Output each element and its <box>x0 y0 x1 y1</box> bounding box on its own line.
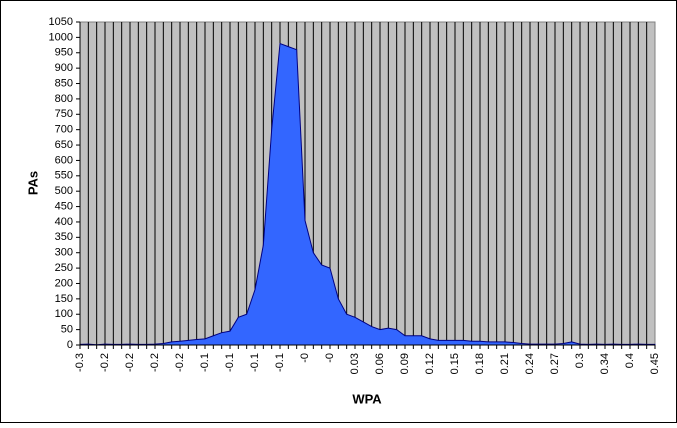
y-tick-label: 500 <box>55 185 73 197</box>
x-tick-label: 0.15 <box>449 353 461 374</box>
plot-area <box>79 21 656 346</box>
x-tick-label: 0.09 <box>399 353 411 374</box>
y-tick-label: 600 <box>55 154 73 166</box>
y-tick-label: 850 <box>55 77 73 89</box>
y-tick-label: 200 <box>55 277 73 289</box>
x-tick-label: 0.24 <box>524 353 536 374</box>
y-tick-label: 650 <box>55 139 73 151</box>
x-tick-label: 0.3 <box>574 353 586 368</box>
y-tick-label: 250 <box>55 262 73 274</box>
y-tick-label: 0 <box>67 339 73 351</box>
x-tick-label: 0.4 <box>624 353 636 368</box>
x-tick-label: -0.2 <box>174 353 186 372</box>
y-tick-label: 450 <box>55 200 73 212</box>
x-tick-label: -0.2 <box>124 353 136 372</box>
x-tick-label: 0.03 <box>349 353 361 374</box>
y-tick-label: 1000 <box>49 31 73 43</box>
x-tick-label: -0.2 <box>149 353 161 372</box>
y-tick-label: 800 <box>55 93 73 105</box>
y-tick-label: 50 <box>61 324 73 336</box>
x-tick-label: -0 <box>324 353 336 363</box>
x-tick-label: 0.12 <box>424 353 436 374</box>
x-tick-label: 0.27 <box>549 353 561 374</box>
y-tick-label: 300 <box>55 247 73 259</box>
x-tick-label: -0.1 <box>274 353 286 372</box>
x-tick-label: -0.1 <box>249 353 261 372</box>
x-tick-label: 0.34 <box>599 353 611 374</box>
y-tick-label: 150 <box>55 293 73 305</box>
y-tick-label: 100 <box>55 308 73 320</box>
x-tick-label: 0.45 <box>649 353 661 374</box>
y-tick-label: 350 <box>55 231 73 243</box>
y-tick-label: 900 <box>55 62 73 74</box>
x-tick-label: -0 <box>299 353 311 363</box>
area <box>79 42 656 346</box>
y-axis-title: PAs <box>25 171 40 195</box>
x-tick-label: -0.2 <box>99 353 111 372</box>
x-tick-label: -0.3 <box>74 353 86 372</box>
y-tick-label: 400 <box>55 216 73 228</box>
y-tick-label: 700 <box>55 124 73 136</box>
x-tick-label: 0.21 <box>499 353 511 374</box>
y-tick-label: 1050 <box>49 16 73 28</box>
y-tick-label: 550 <box>55 170 73 182</box>
x-axis-title: WPA <box>352 391 382 406</box>
x-tick-label: -0.1 <box>199 353 211 372</box>
y-tick-label: 950 <box>55 47 73 59</box>
y-tick-label: 750 <box>55 108 73 120</box>
x-tick-label: -0.1 <box>224 353 236 372</box>
x-tick-label: 0.18 <box>474 353 486 374</box>
x-tick-label: 0.06 <box>374 353 386 374</box>
